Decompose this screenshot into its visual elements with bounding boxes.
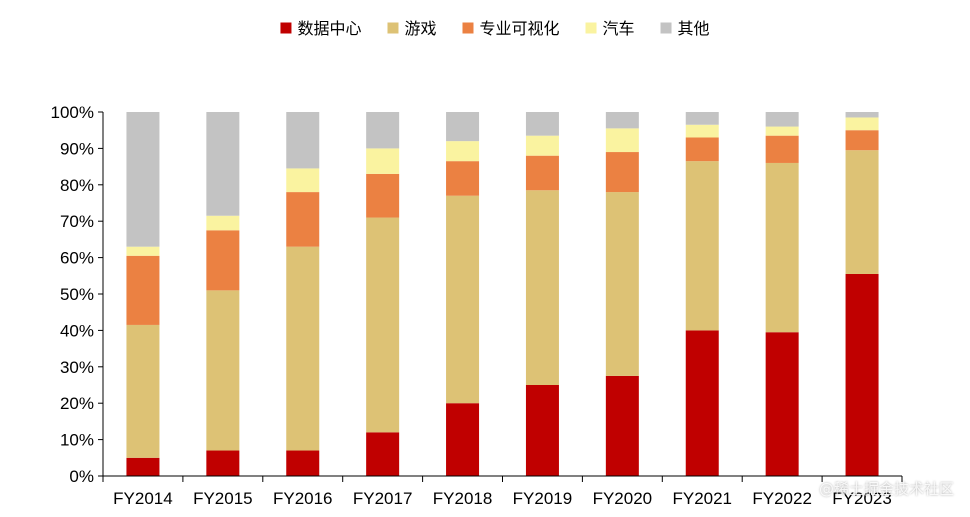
bar-segment-FY2023-s1 bbox=[845, 150, 879, 274]
chart-legend: 数据中心 游戏 专业可视化 汽车 其他 bbox=[280, 19, 710, 38]
legend-swatch bbox=[585, 22, 597, 34]
legend-item: 游戏 bbox=[387, 19, 436, 38]
bar-segment-FY2017-s1 bbox=[366, 217, 400, 433]
bar-segment-FY2015-s4 bbox=[206, 112, 240, 216]
bar-segment-FY2015-s2 bbox=[206, 230, 240, 291]
bar-segment-FY2014-s3 bbox=[126, 246, 160, 256]
bar-segment-FY2022-s1 bbox=[765, 162, 799, 333]
bar-segment-FY2021-s2 bbox=[685, 137, 719, 162]
bar-segment-FY2017-s3 bbox=[366, 148, 400, 174]
bar-segment-FY2022-s2 bbox=[765, 135, 799, 163]
bar-segment-FY2016-s1 bbox=[286, 246, 320, 451]
bar-segment-FY2023-s3 bbox=[845, 117, 879, 131]
bar-segment-FY2019-s1 bbox=[525, 190, 559, 385]
y-tick-label: 10% bbox=[60, 431, 94, 450]
legend-item: 数据中心 bbox=[280, 19, 361, 38]
legend-swatch bbox=[387, 22, 399, 34]
x-tick-label: FY2023 bbox=[832, 489, 892, 508]
bar-segment-FY2023-s4 bbox=[845, 112, 879, 118]
bar-segment-FY2018-s1 bbox=[446, 195, 480, 404]
bar-segment-FY2015-s1 bbox=[206, 290, 240, 451]
x-tick-label: FY2018 bbox=[433, 489, 493, 508]
x-tick-label: FY2015 bbox=[193, 489, 253, 508]
legend-swatch bbox=[462, 22, 474, 34]
bar-segment-FY2019-s4 bbox=[525, 112, 559, 136]
bar-segment-FY2017-s2 bbox=[366, 173, 400, 218]
bar-segment-FY2018-s2 bbox=[446, 161, 480, 196]
y-tick-label: 60% bbox=[60, 249, 94, 268]
bar-segment-FY2019-s2 bbox=[525, 155, 559, 191]
bar-segment-FY2019-s3 bbox=[525, 135, 559, 156]
legend-label: 专业可视化 bbox=[479, 19, 559, 38]
bar-segment-FY2021-s4 bbox=[685, 112, 719, 125]
y-tick-label: 70% bbox=[60, 212, 94, 231]
bar-segment-FY2018-s0 bbox=[446, 403, 480, 476]
x-tick-label: FY2017 bbox=[353, 489, 413, 508]
bar-segment-FY2021-s1 bbox=[685, 161, 719, 331]
bar-segment-FY2014-s0 bbox=[126, 457, 160, 476]
bar-segment-FY2017-s4 bbox=[366, 112, 400, 149]
legend-item: 汽车 bbox=[585, 19, 635, 38]
bar-segment-FY2018-s4 bbox=[446, 112, 480, 142]
legend-label: 数据中心 bbox=[297, 19, 361, 38]
legend-label: 其他 bbox=[678, 19, 710, 38]
x-tick-label: FY2020 bbox=[593, 489, 653, 508]
bar-segment-FY2016-s2 bbox=[286, 192, 320, 247]
y-tick-label: 80% bbox=[60, 176, 94, 195]
bar-segment-FY2022-s4 bbox=[765, 112, 799, 127]
bar-segment-FY2022-s3 bbox=[765, 126, 799, 136]
y-tick-label: 40% bbox=[60, 321, 94, 340]
bar-segment-FY2015-s0 bbox=[206, 450, 240, 476]
bar-segment-FY2022-s0 bbox=[765, 332, 799, 476]
bar-segment-FY2021-s3 bbox=[685, 124, 719, 138]
y-tick-label: 0% bbox=[69, 467, 94, 486]
bar-segment-FY2020-s1 bbox=[605, 192, 639, 376]
y-tick-label: 30% bbox=[60, 358, 94, 377]
legend-swatch bbox=[660, 22, 672, 34]
bar-segment-FY2020-s2 bbox=[605, 152, 639, 193]
y-tick-label: 100% bbox=[51, 103, 94, 122]
bar-segment-FY2018-s3 bbox=[446, 141, 480, 162]
x-tick-label: FY2014 bbox=[113, 489, 173, 508]
bar-segment-FY2020-s4 bbox=[605, 112, 639, 129]
bar-segment-FY2021-s0 bbox=[685, 330, 719, 476]
bar-segment-FY2014-s4 bbox=[126, 112, 160, 247]
bar-segment-FY2019-s0 bbox=[525, 385, 559, 476]
chart-bars bbox=[126, 112, 879, 476]
bar-segment-FY2017-s0 bbox=[366, 432, 400, 476]
bar-segment-FY2016-s0 bbox=[286, 450, 320, 476]
bar-segment-FY2014-s2 bbox=[126, 255, 160, 325]
legend-item: 其他 bbox=[660, 19, 710, 38]
x-tick-label: FY2022 bbox=[752, 489, 812, 508]
y-tick-label: 50% bbox=[60, 285, 94, 304]
bar-segment-FY2023-s2 bbox=[845, 130, 879, 151]
y-tick-label: 90% bbox=[60, 139, 94, 158]
y-tick-label: 20% bbox=[60, 394, 94, 413]
legend-swatch bbox=[280, 22, 292, 34]
watermark: @稀土掘金技术社区 bbox=[818, 480, 954, 498]
bar-segment-FY2014-s1 bbox=[126, 324, 160, 458]
bar-segment-FY2015-s3 bbox=[206, 215, 240, 231]
legend-label: 游戏 bbox=[404, 19, 436, 38]
legend-label: 汽车 bbox=[603, 19, 635, 38]
bar-segment-FY2020-s0 bbox=[605, 375, 639, 476]
x-tick-label: FY2021 bbox=[672, 489, 732, 508]
bar-segment-FY2016-s4 bbox=[286, 112, 320, 169]
legend-item: 专业可视化 bbox=[462, 19, 560, 38]
bar-segment-FY2016-s3 bbox=[286, 168, 320, 193]
x-tick-label: FY2019 bbox=[513, 489, 573, 508]
chart-axes: 0% 10% 20% 30% 40% 50% 60% 70% 80% 90% 100% FY2014 F… bbox=[51, 103, 903, 508]
x-tick-label: FY2016 bbox=[273, 489, 333, 508]
bar-segment-FY2023-s0 bbox=[845, 273, 879, 476]
bar-segment-FY2020-s3 bbox=[605, 128, 639, 153]
